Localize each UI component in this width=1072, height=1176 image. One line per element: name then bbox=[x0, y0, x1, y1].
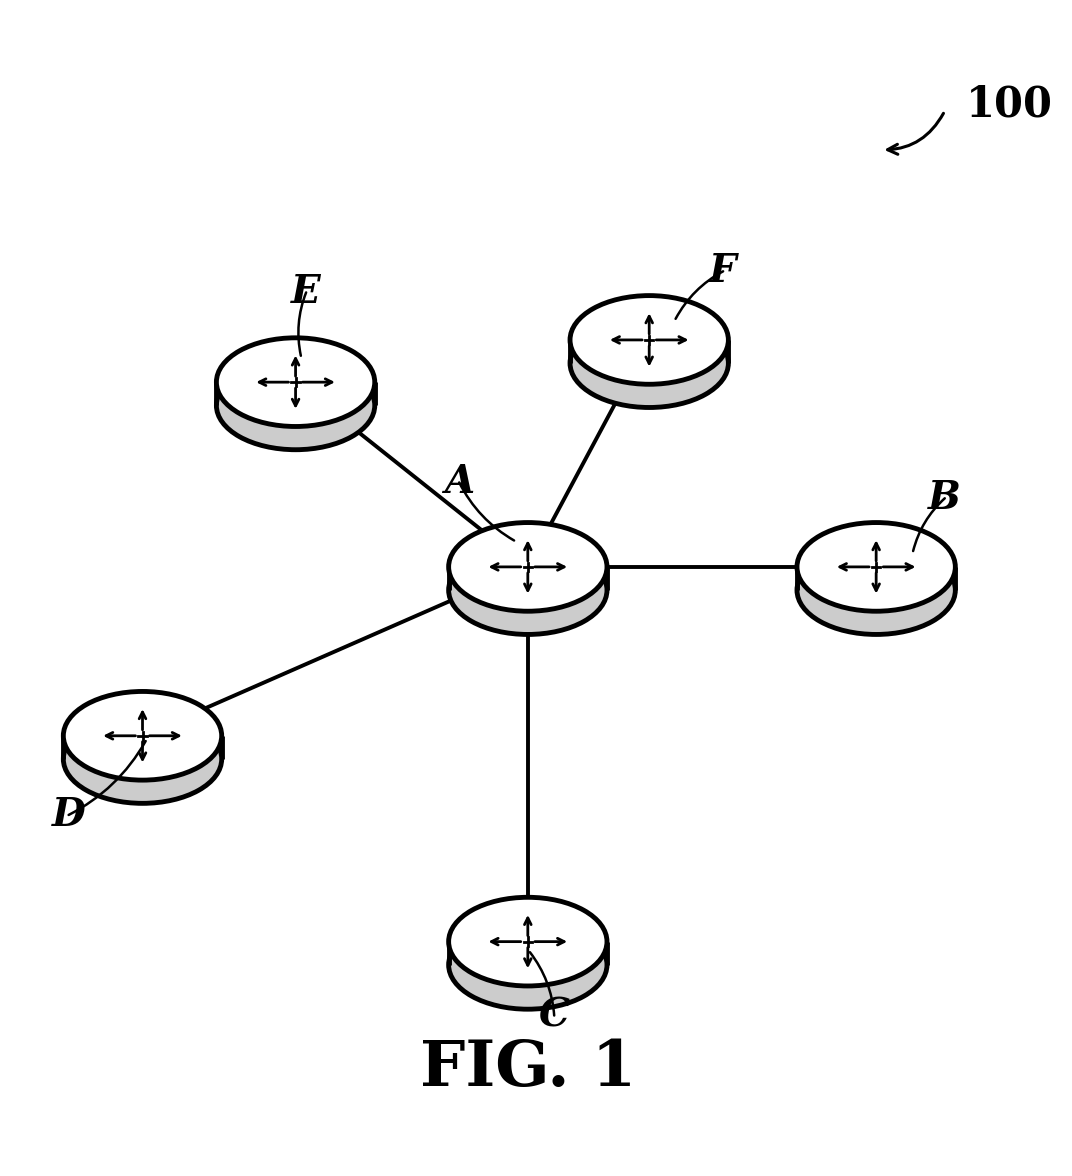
Text: B: B bbox=[928, 480, 962, 517]
Ellipse shape bbox=[449, 897, 607, 985]
Polygon shape bbox=[449, 567, 607, 634]
Ellipse shape bbox=[449, 522, 607, 612]
Text: 100: 100 bbox=[966, 83, 1053, 126]
Text: F: F bbox=[710, 253, 736, 290]
Ellipse shape bbox=[570, 319, 728, 408]
Polygon shape bbox=[217, 382, 375, 449]
Text: A: A bbox=[444, 463, 474, 501]
Ellipse shape bbox=[217, 338, 375, 427]
Text: FIG. 1: FIG. 1 bbox=[419, 1037, 636, 1098]
Ellipse shape bbox=[63, 715, 222, 803]
Polygon shape bbox=[63, 736, 222, 803]
Text: E: E bbox=[292, 274, 321, 312]
Ellipse shape bbox=[217, 361, 375, 449]
Text: C: C bbox=[539, 996, 569, 1035]
Ellipse shape bbox=[570, 295, 728, 385]
Polygon shape bbox=[449, 942, 607, 1009]
Ellipse shape bbox=[449, 546, 607, 634]
Ellipse shape bbox=[63, 691, 222, 780]
Polygon shape bbox=[796, 567, 955, 634]
Ellipse shape bbox=[796, 546, 955, 634]
Ellipse shape bbox=[449, 921, 607, 1009]
Polygon shape bbox=[570, 340, 728, 407]
Ellipse shape bbox=[796, 522, 955, 612]
Text: D: D bbox=[51, 796, 86, 834]
